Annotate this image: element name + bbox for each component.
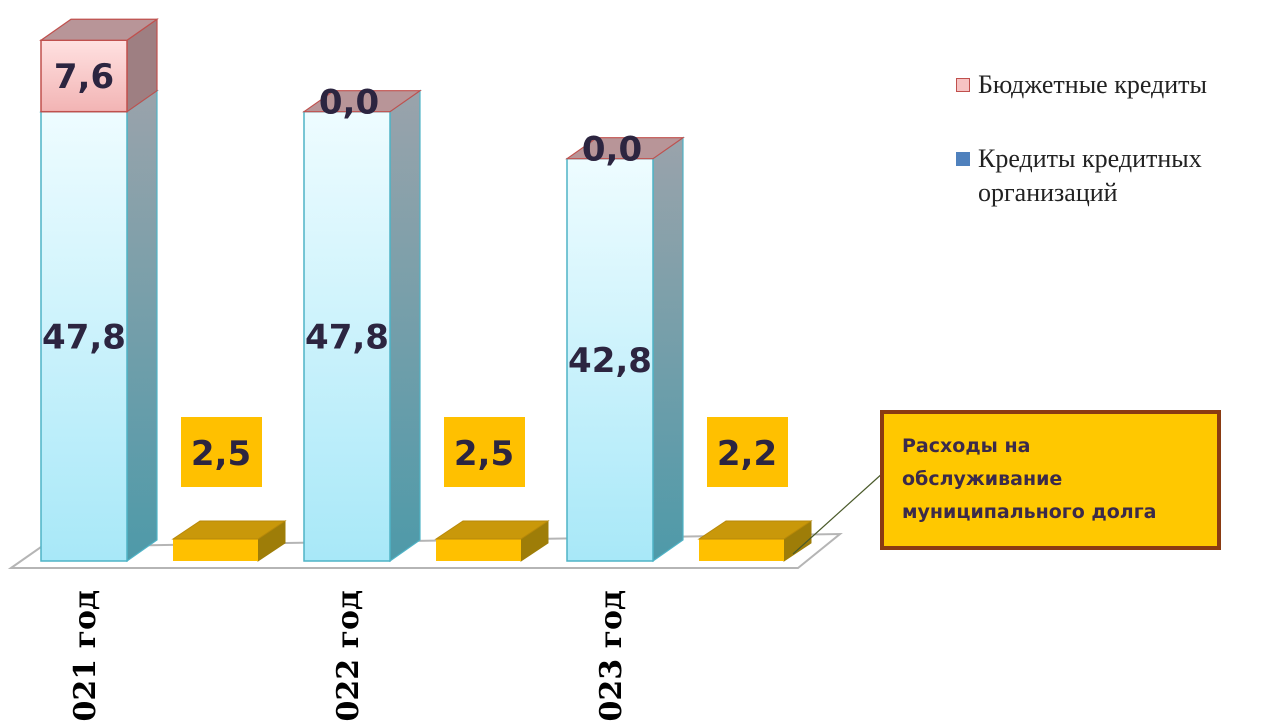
bar-budget-3-top (565, 137, 685, 160)
callout-line-3: муниципального долга (902, 501, 1157, 523)
bar-credit-3-side (652, 136, 684, 563)
label-credit-1: 47,8 (42, 317, 126, 357)
callout-line-1: Расходы на (902, 435, 1031, 457)
bar-debt-2-top (434, 520, 550, 540)
label-debt-3: 2,2 (717, 434, 777, 474)
legend-label-commercial-credits: Кредиты кредитных организаций (978, 144, 1202, 207)
callout-line-2: обслуживание (902, 468, 1063, 490)
bar-budget-1-top (39, 18, 159, 41)
legend-item-budget-credits: Бюджетные кредиты (956, 68, 1256, 102)
legend-label-budget-credits: Бюджетные кредиты (978, 70, 1208, 99)
label-debt-3-box (707, 417, 788, 487)
label-debt-1: 2,5 (191, 434, 251, 474)
bar-debt-3-top (697, 520, 813, 540)
label-credit-2: 47,8 (305, 317, 389, 357)
label-budget-2: 0,0 (319, 83, 379, 123)
callout-leader-line (792, 471, 885, 555)
bar-credit-2 (303, 110, 391, 562)
legend: Бюджетные кредиты Кредиты кредитных орга… (956, 68, 1256, 250)
bar-debt-2 (436, 539, 521, 561)
label-debt-2-box (444, 417, 525, 487)
legend-swatch-budget-credits (956, 78, 970, 92)
bar-credit-2-side (389, 89, 421, 563)
category-label-3: 2023 год (594, 590, 629, 724)
legend-swatch-commercial-credits (956, 152, 970, 166)
label-budget-1: 7,6 (54, 57, 114, 97)
label-credit-3: 42,8 (568, 341, 652, 381)
category-label-1: 2021 год (68, 590, 103, 724)
label-debt-2: 2,5 (454, 434, 514, 474)
bar-debt-3 (699, 539, 784, 561)
bar-budget-1 (40, 39, 128, 113)
bar-credit-1-side (126, 89, 158, 563)
label-debt-1-box (181, 417, 262, 487)
bar-debt-1 (173, 539, 258, 561)
debt-service-callout: Расходы на обслуживание муниципального д… (880, 410, 1221, 550)
category-label-2: 2022 год (331, 590, 366, 724)
bar-credit-1 (40, 110, 128, 562)
bar-budget-2-top (302, 90, 422, 113)
bar-debt-1-top (171, 520, 287, 540)
legend-item-commercial-credits: Кредиты кредитных организаций (956, 142, 1256, 210)
label-budget-3: 0,0 (582, 130, 642, 170)
